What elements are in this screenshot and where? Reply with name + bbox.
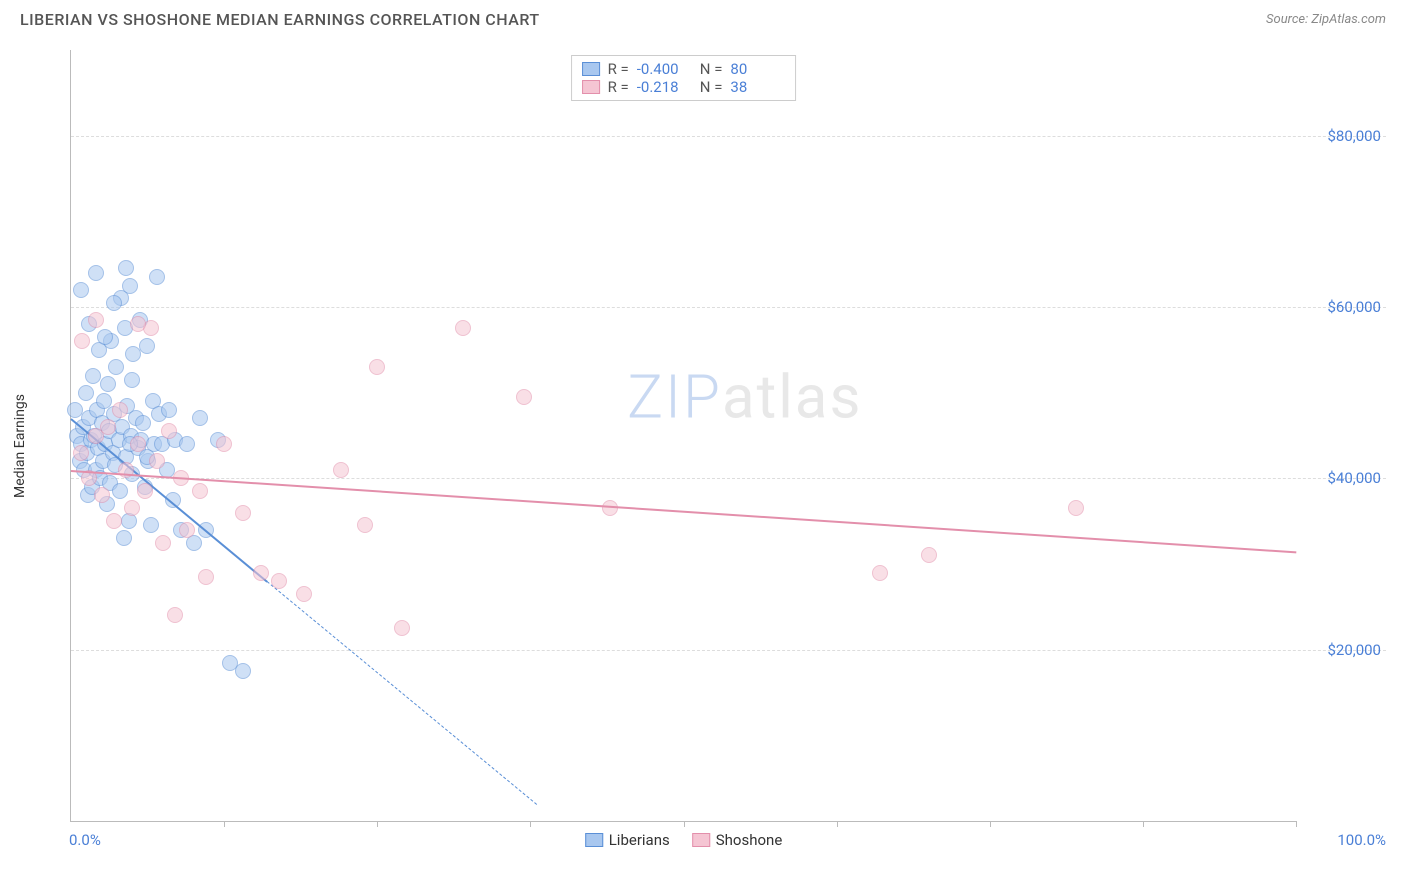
data-point bbox=[161, 402, 177, 418]
data-point bbox=[192, 483, 208, 499]
data-point bbox=[602, 500, 618, 516]
data-point bbox=[216, 436, 232, 452]
x-tick bbox=[684, 821, 685, 827]
data-point bbox=[135, 415, 151, 431]
y-tick-label: $60,000 bbox=[1327, 298, 1381, 316]
data-point bbox=[106, 513, 122, 529]
data-point bbox=[88, 312, 104, 328]
data-point bbox=[394, 620, 410, 636]
watermark: ZIPatlas bbox=[627, 361, 862, 432]
data-point bbox=[143, 517, 159, 533]
data-point bbox=[67, 402, 83, 418]
data-point bbox=[139, 338, 155, 354]
data-point bbox=[516, 389, 532, 405]
gridline bbox=[71, 478, 1386, 479]
data-point bbox=[253, 565, 269, 581]
gridline bbox=[71, 650, 1386, 651]
x-tick bbox=[1143, 821, 1144, 827]
gridline bbox=[71, 307, 1386, 308]
legend-row-shoshone: R = -0.218 N = 38 bbox=[582, 78, 786, 96]
x-tick bbox=[530, 821, 531, 827]
x-tick bbox=[224, 821, 225, 827]
data-point bbox=[235, 505, 251, 521]
data-point bbox=[94, 487, 110, 503]
data-point bbox=[1068, 500, 1084, 516]
y-tick-label: $20,000 bbox=[1327, 641, 1381, 659]
data-point bbox=[192, 410, 208, 426]
source-credit: Source: ZipAtlas.com bbox=[1266, 12, 1386, 27]
gridline bbox=[71, 136, 1386, 137]
data-point bbox=[921, 547, 937, 563]
series-legend: Liberians Shoshone bbox=[585, 831, 783, 849]
legend-row-liberians: R = -0.400 N = 80 bbox=[582, 60, 786, 78]
x-axis-max-label: 100.0% bbox=[1337, 831, 1386, 849]
swatch-icon bbox=[692, 833, 710, 847]
x-tick bbox=[377, 821, 378, 827]
data-point bbox=[357, 517, 373, 533]
data-point bbox=[455, 320, 471, 336]
data-point bbox=[149, 453, 165, 469]
data-point bbox=[167, 607, 183, 623]
data-point bbox=[155, 535, 171, 551]
swatch-icon bbox=[585, 833, 603, 847]
chart-title: LIBERIAN VS SHOSHONE MEDIAN EARNINGS COR… bbox=[20, 10, 540, 29]
data-point bbox=[73, 282, 89, 298]
swatch-icon bbox=[582, 62, 600, 76]
trend-line-extrapolated bbox=[267, 581, 537, 805]
trend-line bbox=[71, 470, 1296, 553]
correlation-legend: R = -0.400 N = 80 R = -0.218 N = 38 bbox=[571, 55, 797, 101]
scatter-plot-area: ZIPatlas R = -0.400 N = 80 R = -0.218 N … bbox=[70, 50, 1296, 822]
data-point bbox=[369, 359, 385, 375]
data-point bbox=[130, 316, 146, 332]
y-tick-label: $40,000 bbox=[1327, 469, 1381, 487]
x-tick bbox=[1296, 821, 1297, 827]
x-tick bbox=[837, 821, 838, 827]
data-point bbox=[179, 522, 195, 538]
swatch-icon bbox=[582, 80, 600, 94]
data-point bbox=[106, 295, 122, 311]
data-point bbox=[88, 265, 104, 281]
data-point bbox=[100, 419, 116, 435]
data-point bbox=[124, 372, 140, 388]
data-point bbox=[73, 445, 89, 461]
data-point bbox=[108, 359, 124, 375]
data-point bbox=[235, 663, 251, 679]
data-point bbox=[296, 586, 312, 602]
legend-item-liberians: Liberians bbox=[585, 831, 670, 849]
x-axis-min-label: 0.0% bbox=[69, 831, 101, 849]
data-point bbox=[161, 423, 177, 439]
data-point bbox=[97, 329, 113, 345]
data-point bbox=[100, 376, 116, 392]
data-point bbox=[122, 278, 138, 294]
data-point bbox=[118, 260, 134, 276]
x-tick bbox=[990, 821, 991, 827]
data-point bbox=[116, 530, 132, 546]
data-point bbox=[333, 462, 349, 478]
data-point bbox=[179, 436, 195, 452]
data-point bbox=[149, 269, 165, 285]
data-point bbox=[78, 385, 94, 401]
y-tick-label: $80,000 bbox=[1327, 127, 1381, 145]
legend-item-shoshone: Shoshone bbox=[692, 831, 783, 849]
data-point bbox=[112, 402, 128, 418]
data-point bbox=[85, 368, 101, 384]
data-point bbox=[271, 573, 287, 589]
data-point bbox=[198, 569, 214, 585]
data-point bbox=[130, 436, 146, 452]
data-point bbox=[137, 483, 153, 499]
data-point bbox=[872, 565, 888, 581]
y-axis-label: Median Earnings bbox=[12, 394, 28, 498]
data-point bbox=[74, 333, 90, 349]
data-point bbox=[112, 483, 128, 499]
data-point bbox=[124, 500, 140, 516]
